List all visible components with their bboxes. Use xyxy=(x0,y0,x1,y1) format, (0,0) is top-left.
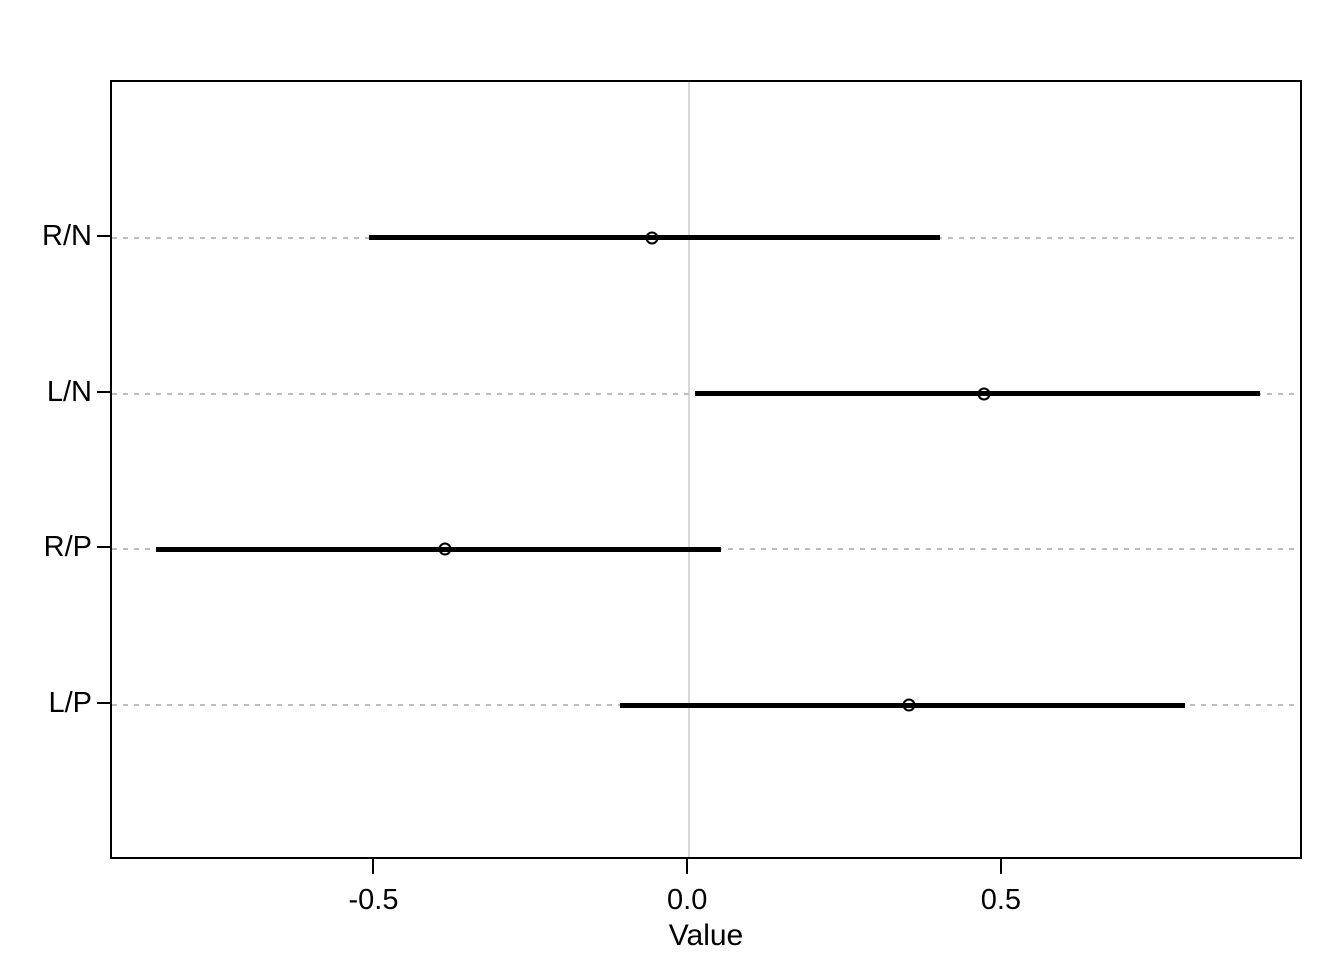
y-axis-label: L/P xyxy=(48,687,92,720)
x-axis-tick xyxy=(999,859,1002,874)
x-axis-tick-label: -0.5 xyxy=(348,884,399,916)
y-axis-tick xyxy=(97,390,110,393)
x-axis-tick xyxy=(372,859,375,874)
zero-reference-line xyxy=(688,82,691,857)
y-axis-label: L/N xyxy=(46,375,92,408)
y-axis-tick xyxy=(97,546,110,549)
x-axis-tick-label: 0.5 xyxy=(980,884,1022,916)
point-marker xyxy=(645,231,659,245)
point-marker xyxy=(977,387,991,401)
x-axis-tick xyxy=(686,859,689,874)
plot-area xyxy=(110,80,1302,859)
x-axis-tick-label: 0.0 xyxy=(667,884,708,916)
y-axis-tick xyxy=(97,702,110,705)
x-axis-title: Value xyxy=(668,919,744,952)
y-axis-label: R/N xyxy=(42,219,92,252)
y-axis-label: R/P xyxy=(43,531,92,564)
point-marker xyxy=(902,698,916,712)
point-marker xyxy=(438,542,451,556)
y-axis-tick xyxy=(97,234,110,237)
